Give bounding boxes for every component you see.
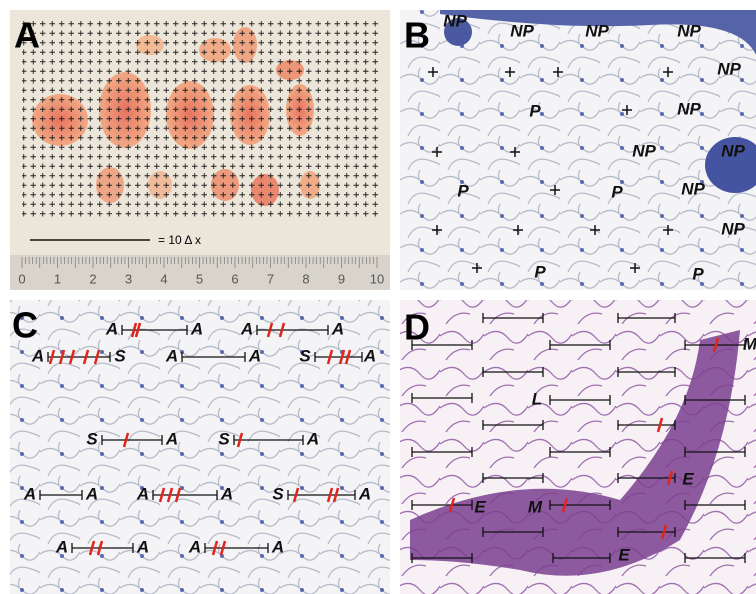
ruler-number: 5: [196, 271, 203, 286]
annotation: A: [31, 346, 44, 365]
point-grid: [22, 18, 382, 218]
panel-label: A: [14, 15, 40, 56]
annotation: S: [86, 429, 98, 448]
annotation: S: [299, 346, 311, 365]
annotation: A: [331, 319, 344, 338]
panel-b: B: [400, 10, 756, 290]
annotation: A: [188, 537, 201, 556]
annotation: NP: [443, 11, 467, 30]
annotation: A: [240, 319, 253, 338]
panel-d: D: [400, 300, 756, 594]
annotation: NP: [510, 21, 534, 40]
annotation: P: [529, 101, 541, 120]
annotation: A: [190, 319, 203, 338]
annotation: A: [248, 346, 261, 365]
annotation: NP: [717, 59, 741, 78]
annotation: A: [358, 484, 371, 503]
annotation: NP: [681, 179, 705, 198]
annotation: NP: [721, 141, 745, 160]
annotation: S: [272, 484, 284, 503]
annotation: A: [165, 429, 178, 448]
annotation: NP: [677, 99, 701, 118]
annotation: A: [23, 484, 36, 503]
ruler-number: 1: [54, 271, 61, 286]
panel-label: C: [12, 305, 38, 346]
annotation: E: [474, 497, 486, 516]
annotation: L: [532, 389, 542, 408]
ruler-number: 3: [125, 271, 132, 286]
annotation: A: [363, 346, 376, 365]
annotation: P: [457, 181, 469, 200]
annotation: M: [528, 497, 543, 516]
ruler-number: 9: [338, 271, 345, 286]
annotation: NP: [585, 21, 609, 40]
annotation: NP: [632, 141, 656, 160]
annotation: S: [114, 346, 126, 365]
annotation: P: [534, 262, 546, 281]
ruler-number: 8: [302, 271, 309, 286]
annotation: A: [220, 484, 233, 503]
figure: = 10 Δ x A B C D 0 1 2 3 4 5 6 7 8 9 10 NP NP NP NP NP P…: [0, 0, 756, 594]
ruler-number: 0: [18, 271, 25, 286]
scale-label: = 10 Δ x: [158, 233, 201, 247]
panel-label: D: [404, 307, 430, 348]
panel-label: B: [404, 15, 430, 56]
annotation: E: [618, 545, 630, 564]
annotation: A: [85, 484, 98, 503]
annotation: NP: [721, 219, 745, 238]
annotation: S: [218, 429, 230, 448]
micrograph: [400, 10, 756, 290]
annotation: A: [55, 537, 68, 556]
annotation: A: [271, 537, 284, 556]
ruler-number: 10: [370, 271, 384, 286]
annotation: A: [306, 429, 319, 448]
annotation: A: [165, 346, 178, 365]
panel-a: = 10 Δ x A: [10, 10, 390, 290]
annotation: E: [682, 469, 694, 488]
ruler-number: 2: [89, 271, 96, 286]
annotation: NP: [677, 21, 701, 40]
ruler-number: 7: [267, 271, 274, 286]
annotation: P: [692, 264, 704, 283]
ruler-number: 6: [231, 271, 238, 286]
annotation: A: [105, 319, 118, 338]
annotation: A: [136, 537, 149, 556]
ruler-number: 4: [160, 271, 167, 286]
annotation: P: [611, 182, 623, 201]
annotation: A: [136, 484, 149, 503]
